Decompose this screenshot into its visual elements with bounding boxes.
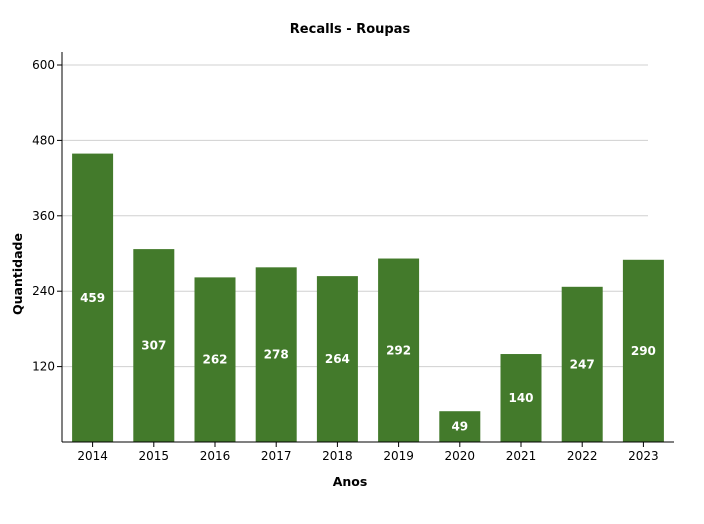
x-axis-title: Anos bbox=[333, 474, 368, 489]
data-label-2021: 140 bbox=[508, 391, 533, 405]
y-tick-label: 480 bbox=[32, 133, 55, 147]
data-label-2020: 49 bbox=[451, 420, 468, 434]
data-labels: 459 307 262 278 264 292 49 140 247 290 bbox=[80, 291, 656, 434]
bar-2014 bbox=[72, 153, 114, 442]
bar-2019 bbox=[378, 258, 420, 442]
x-tick-label: 2023 bbox=[628, 449, 659, 463]
data-label-2022: 247 bbox=[570, 357, 595, 371]
x-tick-labels: 2014 2015 2016 2017 2018 2019 2020 2021 2022 2023 bbox=[77, 442, 659, 463]
bar-2022 bbox=[561, 286, 603, 442]
data-label-2017: 278 bbox=[264, 348, 289, 362]
y-axis-title: Quantidade bbox=[10, 233, 25, 315]
bar-2020 bbox=[439, 411, 481, 442]
bar-2023 bbox=[622, 259, 664, 442]
x-tick-label: 2018 bbox=[322, 449, 353, 463]
x-tick-label: 2020 bbox=[445, 449, 476, 463]
bar-2018 bbox=[316, 276, 358, 442]
bar-2021 bbox=[500, 354, 542, 442]
y-tick-labels: 120 240 360 480 600 bbox=[32, 58, 62, 374]
bar-2015 bbox=[133, 249, 175, 442]
data-label-2023: 290 bbox=[631, 344, 656, 358]
bars bbox=[72, 153, 664, 442]
data-label-2014: 459 bbox=[80, 291, 105, 305]
x-tick-label: 2015 bbox=[139, 449, 170, 463]
axes bbox=[61, 52, 674, 443]
y-tick-label: 360 bbox=[32, 209, 55, 223]
data-label-2019: 292 bbox=[386, 343, 411, 357]
y-tick-label: 240 bbox=[32, 284, 55, 298]
x-tick-label: 2022 bbox=[567, 449, 598, 463]
y-tick-label: 600 bbox=[32, 58, 55, 72]
bar-2016 bbox=[194, 277, 236, 442]
bar-2017 bbox=[255, 267, 297, 442]
y-tick-label: 120 bbox=[32, 360, 55, 374]
x-tick-label: 2019 bbox=[383, 449, 414, 463]
data-label-2016: 262 bbox=[202, 353, 227, 367]
data-label-2018: 264 bbox=[325, 352, 350, 366]
x-tick-label: 2017 bbox=[261, 449, 292, 463]
data-label-2015: 307 bbox=[141, 339, 166, 353]
x-tick-label: 2016 bbox=[200, 449, 231, 463]
x-tick-label: 2014 bbox=[77, 449, 108, 463]
x-tick-label: 2021 bbox=[506, 449, 537, 463]
chart-title: Recalls - Roupas bbox=[290, 22, 411, 37]
